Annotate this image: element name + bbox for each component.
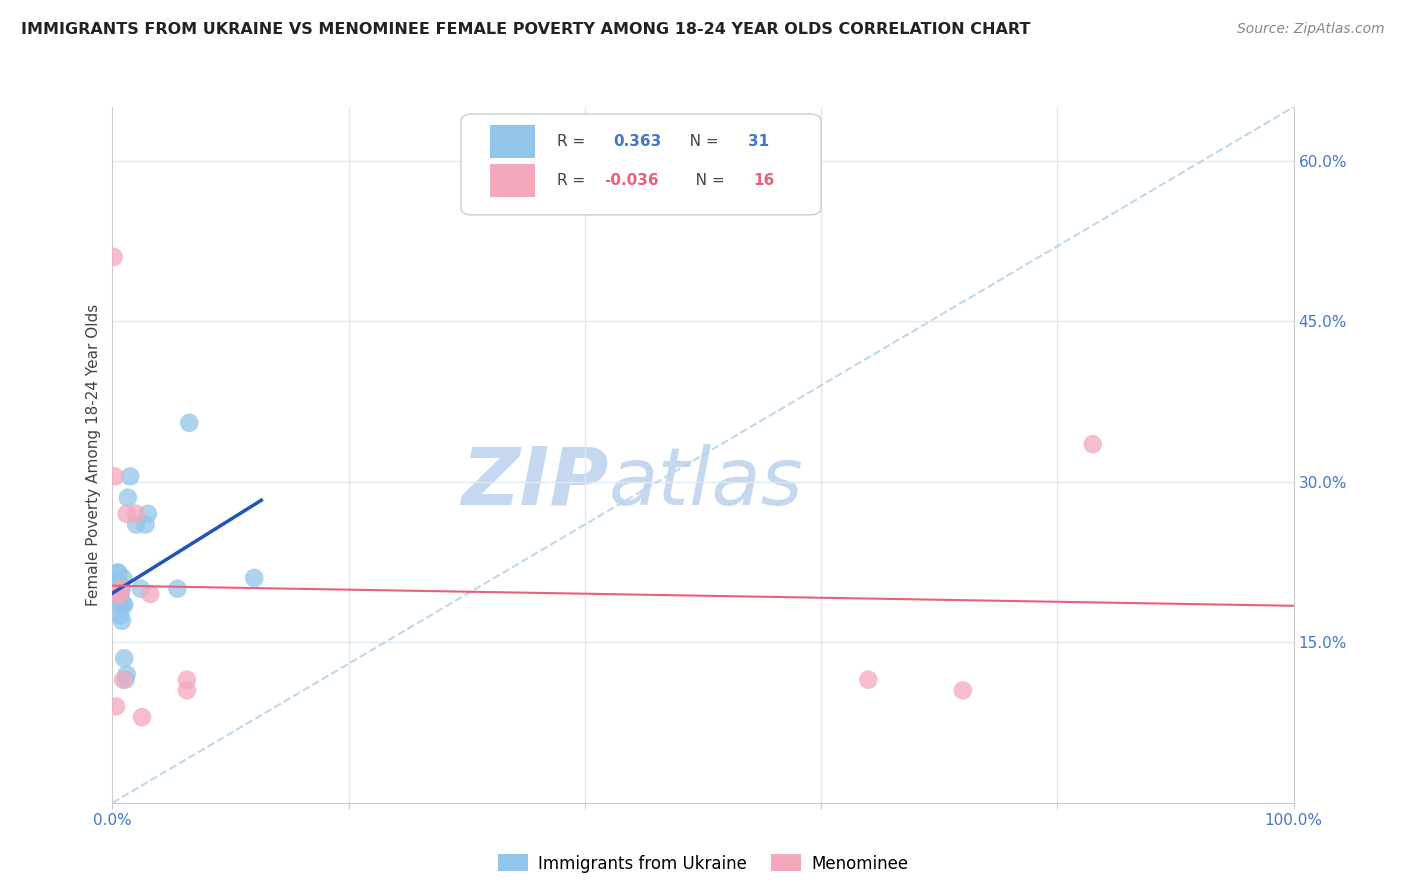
Text: 31: 31 [748, 134, 769, 149]
Point [112, 598, 135, 612]
Text: IMMIGRANTS FROM UKRAINE VS MENOMINEE FEMALE POVERTY AMONG 18-24 YEAR OLDS CORREL: IMMIGRANTS FROM UKRAINE VS MENOMINEE FEM… [21, 22, 1031, 37]
Point [111, 598, 134, 612]
Point [103, 250, 125, 264]
Point [112, 651, 135, 665]
Point [110, 582, 132, 596]
Point [103, 587, 125, 601]
Text: Source: ZipAtlas.com: Source: ZipAtlas.com [1237, 22, 1385, 37]
Point [115, 507, 138, 521]
Point [108, 587, 131, 601]
Point [129, 582, 152, 596]
Point [117, 491, 139, 505]
Text: 16: 16 [754, 173, 775, 188]
Point [125, 507, 148, 521]
Point [112, 673, 135, 687]
Point [176, 673, 198, 687]
Point [125, 517, 148, 532]
Text: atlas: atlas [609, 443, 803, 522]
Bar [491, 125, 536, 159]
Text: 0.363: 0.363 [613, 134, 661, 149]
Point [110, 608, 132, 623]
Point [179, 416, 201, 430]
Point [115, 667, 138, 681]
Text: R =: R = [557, 173, 589, 188]
Legend: Immigrants from Ukraine, Menominee: Immigrants from Ukraine, Menominee [491, 847, 915, 880]
Point [111, 582, 134, 596]
Point [105, 587, 128, 601]
Bar [491, 164, 536, 197]
Point [131, 710, 153, 724]
Point [107, 598, 129, 612]
Point [110, 587, 132, 601]
Point [166, 582, 188, 596]
Point [104, 587, 127, 601]
Point [105, 699, 128, 714]
Point [120, 469, 142, 483]
Point [107, 582, 129, 596]
Point [114, 673, 136, 687]
Point [105, 566, 128, 580]
Point [111, 614, 134, 628]
Y-axis label: Female Poverty Among 18-24 Year Olds: Female Poverty Among 18-24 Year Olds [86, 304, 101, 606]
Point [176, 683, 198, 698]
Point [139, 587, 162, 601]
Point [112, 598, 135, 612]
Point [107, 566, 129, 580]
Point [243, 571, 266, 585]
Text: N =: N = [675, 134, 723, 149]
Point [105, 576, 128, 591]
Point [136, 507, 159, 521]
Point [858, 673, 880, 687]
Text: N =: N = [681, 173, 730, 188]
Point [108, 576, 131, 591]
Point [104, 469, 127, 483]
Point [105, 582, 128, 596]
Point [107, 587, 129, 601]
FancyBboxPatch shape [461, 114, 821, 215]
Point [112, 571, 135, 585]
Text: R =: R = [557, 134, 595, 149]
Point [952, 683, 974, 698]
Text: -0.036: -0.036 [603, 173, 658, 188]
Text: ZIP: ZIP [461, 443, 609, 522]
Point [1081, 437, 1104, 451]
Point [135, 517, 157, 532]
Point [108, 587, 131, 601]
